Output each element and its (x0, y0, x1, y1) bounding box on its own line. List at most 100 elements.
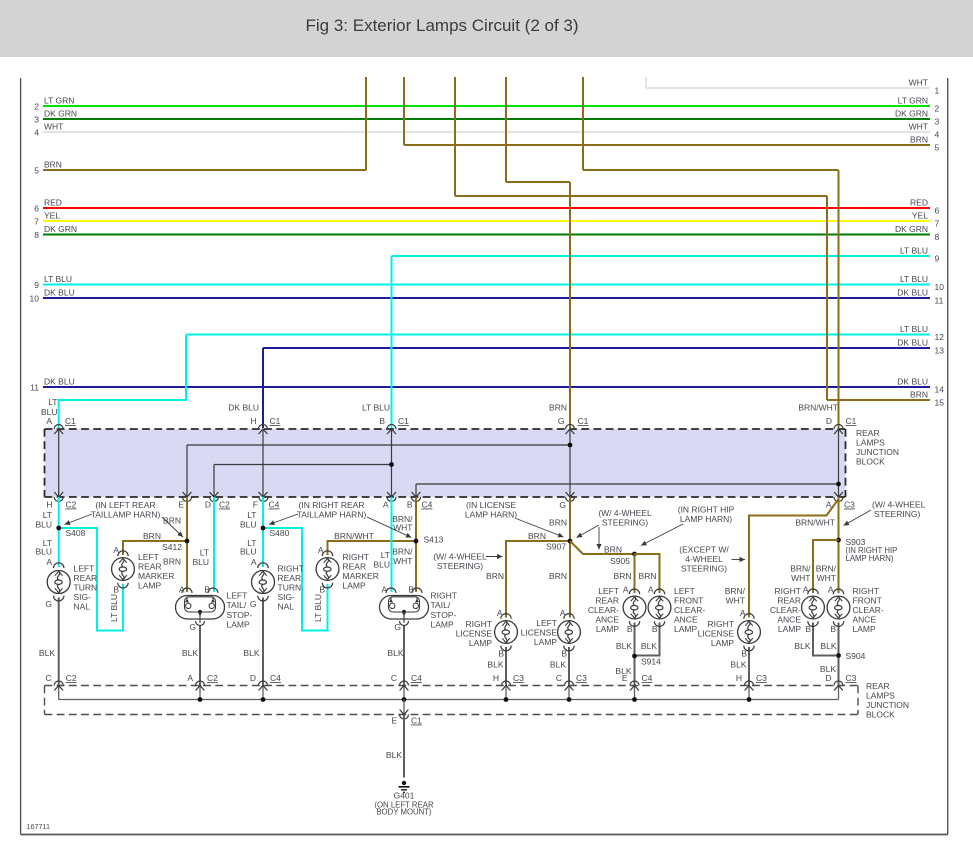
svg-text:WHT: WHT (393, 556, 412, 566)
svg-text:REAR: REAR (866, 681, 890, 691)
svg-text:B: B (113, 585, 119, 595)
svg-text:C4: C4 (270, 673, 281, 683)
svg-text:12: 12 (935, 332, 945, 342)
svg-text:BRN: BRN (163, 557, 181, 567)
svg-text:C1: C1 (398, 416, 409, 426)
svg-text:CLEAR-: CLEAR- (588, 605, 619, 615)
svg-text:ANCE: ANCE (853, 615, 877, 625)
svg-text:TAIL/: TAIL/ (431, 600, 451, 610)
svg-text:LT BLU: LT BLU (362, 403, 390, 413)
svg-text:H: H (250, 416, 256, 426)
svg-text:D: D (250, 673, 256, 683)
svg-text:(W/ 4-WHEEL: (W/ 4-WHEEL (598, 508, 652, 518)
svg-text:FRONT: FRONT (853, 596, 882, 606)
svg-text:YEL: YEL (912, 211, 928, 221)
svg-text:LT BLU: LT BLU (900, 274, 928, 284)
svg-text:BRN: BRN (910, 135, 928, 145)
svg-text:A: A (560, 608, 566, 618)
svg-text:H: H (46, 500, 52, 510)
svg-text:G: G (558, 416, 565, 426)
svg-text:LAMP: LAMP (227, 620, 250, 630)
svg-text:DK BLU: DK BLU (44, 288, 75, 298)
svg-text:(EXCEPT W/: (EXCEPT W/ (679, 545, 729, 555)
svg-text:LAMP: LAMP (534, 637, 557, 647)
svg-text:E: E (622, 673, 628, 683)
svg-text:LAMP HARN): LAMP HARN) (846, 554, 894, 563)
svg-text:(W/ 4-WHEEL: (W/ 4-WHEEL (433, 552, 487, 562)
svg-text:LEFT: LEFT (598, 586, 619, 596)
svg-text:BRN/WHT: BRN/WHT (334, 531, 374, 541)
svg-text:TURN: TURN (74, 583, 98, 593)
svg-text:(IN RIGHT REAR: (IN RIGHT REAR (299, 500, 365, 510)
svg-text:ANCE: ANCE (674, 615, 698, 625)
svg-text:11: 11 (30, 383, 39, 393)
svg-text:C2: C2 (207, 673, 218, 683)
svg-text:LT: LT (247, 538, 256, 548)
svg-text:LT GRN: LT GRN (44, 96, 74, 106)
svg-text:S914: S914 (641, 657, 661, 667)
svg-text:REAR: REAR (595, 596, 619, 606)
svg-text:3: 3 (34, 115, 39, 125)
svg-text:WHT: WHT (909, 122, 928, 132)
svg-text:A: A (828, 585, 834, 595)
svg-text:LICENSE: LICENSE (521, 628, 558, 638)
svg-text:BLK: BLK (243, 648, 259, 658)
svg-text:S905: S905 (610, 556, 630, 566)
svg-text:S408: S408 (66, 528, 86, 538)
svg-text:TAILLAMP HARN): TAILLAMP HARN) (91, 510, 161, 520)
svg-text:LAMP HARN): LAMP HARN) (465, 510, 517, 520)
svg-text:LT: LT (200, 548, 209, 558)
svg-text:A: A (187, 673, 193, 683)
svg-text:RIGHT: RIGHT (466, 619, 492, 629)
svg-text:STOP-: STOP- (227, 610, 253, 620)
svg-text:DK BLU: DK BLU (228, 403, 259, 413)
svg-text:RIGHT: RIGHT (343, 552, 369, 562)
svg-text:C: C (556, 673, 562, 683)
svg-text:LT BLU: LT BLU (900, 246, 928, 256)
svg-text:LAMP: LAMP (711, 638, 734, 648)
svg-text:C3: C3 (576, 673, 587, 683)
svg-text:11: 11 (935, 296, 944, 306)
svg-text:MARKER: MARKER (138, 571, 174, 581)
svg-text:BRN/: BRN/ (725, 586, 746, 596)
svg-text:BLK: BLK (730, 660, 746, 670)
svg-text:LT BLU: LT BLU (313, 594, 323, 622)
svg-text:BLK: BLK (182, 648, 198, 658)
svg-text:B: B (204, 585, 210, 595)
svg-text:JUNCTION: JUNCTION (866, 700, 909, 710)
svg-text:BRN: BRN (528, 531, 546, 541)
svg-text:DK BLU: DK BLU (897, 288, 928, 298)
svg-text:BLOCK: BLOCK (856, 457, 885, 467)
svg-text:BRN: BRN (639, 571, 657, 581)
svg-text:LEFT: LEFT (74, 564, 95, 574)
svg-text:Fig 3: Exterior Lamps Circuit: Fig 3: Exterior Lamps Circuit (2 of 3) (305, 16, 578, 35)
svg-text:A: A (318, 545, 324, 555)
svg-text:E: E (391, 716, 397, 726)
svg-text:G: G (394, 622, 401, 632)
svg-text:REAR: REAR (343, 562, 367, 572)
svg-text:B: B (627, 624, 633, 634)
svg-text:BRN: BRN (486, 571, 504, 581)
svg-text:ANCE: ANCE (777, 615, 801, 625)
svg-text:H: H (736, 673, 742, 683)
svg-text:B: B (379, 416, 385, 426)
svg-text:C1: C1 (578, 416, 589, 426)
svg-text:LT BLU: LT BLU (900, 324, 928, 334)
svg-text:C1: C1 (270, 416, 281, 426)
svg-text:A: A (648, 585, 654, 595)
svg-text:STEERING): STEERING) (681, 564, 727, 574)
svg-text:BLK: BLK (39, 648, 55, 658)
svg-text:A: A (826, 500, 832, 510)
svg-text:CLEAR-: CLEAR- (674, 605, 705, 615)
svg-text:(W/ 4-WHEEL: (W/ 4-WHEEL (872, 500, 926, 510)
svg-text:A: A (383, 500, 389, 510)
svg-text:C3: C3 (513, 673, 524, 683)
svg-text:LAMP: LAMP (138, 581, 161, 591)
svg-text:G401: G401 (394, 791, 415, 801)
svg-text:D: D (826, 416, 832, 426)
svg-text:REAR: REAR (138, 562, 162, 572)
svg-text:BLK: BLK (616, 641, 632, 651)
svg-text:RED: RED (44, 198, 62, 208)
svg-text:LICENSE: LICENSE (698, 629, 735, 639)
svg-text:8: 8 (935, 232, 940, 242)
